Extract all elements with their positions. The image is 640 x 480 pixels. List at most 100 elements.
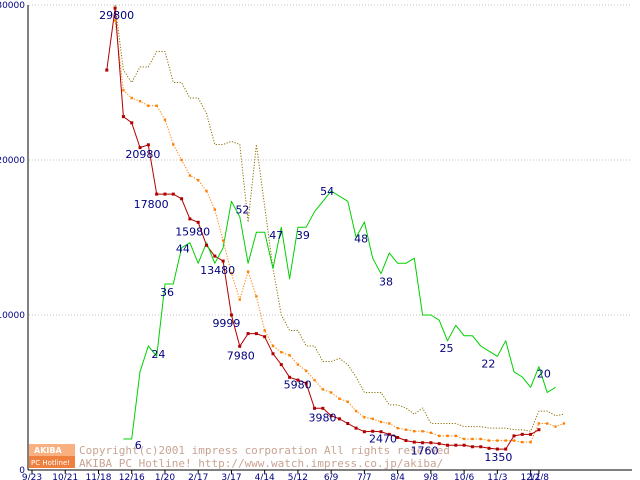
point-average-54 xyxy=(562,422,566,425)
x-tick-label-7-7: 7/7 xyxy=(357,473,371,480)
point-average-32 xyxy=(379,420,383,424)
point-average-27 xyxy=(338,397,341,400)
axes xyxy=(27,5,632,471)
point-average-45 xyxy=(487,439,491,442)
point-average-21 xyxy=(288,354,291,357)
point-lowest-24 xyxy=(304,381,308,385)
data-label-lowest-1350: 1350 xyxy=(484,451,512,464)
data-label-lowest-29800: 29800 xyxy=(99,9,134,22)
data-label-lowest-5980: 5980 xyxy=(284,378,312,391)
point-lowest-25 xyxy=(313,406,317,410)
point-average-17 xyxy=(255,295,258,298)
point-average-33 xyxy=(388,422,391,425)
point-lowest-17 xyxy=(246,332,250,336)
akiba-logo: AKIBA PC Hotline! xyxy=(29,444,75,468)
x-tick-label-5-12: 5/12 xyxy=(288,473,308,480)
x-tick-label-3-17: 3/17 xyxy=(221,473,241,480)
series-line-lowest xyxy=(106,7,540,450)
x-tick-label-9-23: 9/23 xyxy=(22,473,42,480)
data-label-count-24: 24 xyxy=(151,348,165,361)
data-label-lowest-20980: 20980 xyxy=(125,148,160,161)
point-lowest-37 xyxy=(412,440,416,444)
x-tick-label-9-8: 9/8 xyxy=(424,473,439,480)
point-average-13 xyxy=(221,239,225,242)
point-average-30 xyxy=(363,416,366,419)
point-average-36 xyxy=(413,430,416,433)
point-average-28 xyxy=(346,400,349,403)
data-label-lowest-15980: 15980 xyxy=(175,225,210,238)
x-tick-label-1-20: 1/20 xyxy=(155,473,175,480)
point-lowest-9 xyxy=(180,197,184,201)
point-lowest-10 xyxy=(188,217,192,221)
point-average-3 xyxy=(138,99,142,103)
point-average-0 xyxy=(113,19,117,22)
point-average-37 xyxy=(421,430,424,433)
point-lowest-7 xyxy=(163,192,167,196)
point-lowest-38 xyxy=(421,441,425,445)
data-label-count-38: 38 xyxy=(379,276,393,289)
data-label-count-22: 22 xyxy=(481,357,495,370)
point-lowest-40 xyxy=(437,442,441,446)
y-tick-label-0: 0 xyxy=(19,466,25,476)
point-average-40 xyxy=(446,434,449,438)
point-average-8 xyxy=(180,158,183,162)
point-lowest-5 xyxy=(146,143,150,147)
point-lowest-11 xyxy=(196,220,200,224)
watermark-copyright: Copyright(c)2001 impress corporation All… xyxy=(79,444,450,457)
point-lowest-6 xyxy=(155,192,159,196)
point-average-1 xyxy=(122,89,125,92)
point-average-2 xyxy=(130,96,133,100)
point-average-18 xyxy=(263,329,266,332)
point-lowest-28 xyxy=(337,417,341,421)
point-lowest-45 xyxy=(479,445,483,449)
series-markers xyxy=(105,6,566,451)
point-average-35 xyxy=(404,428,408,431)
x-tick-label-10-21: 10/21 xyxy=(52,473,78,480)
data-label-lowest-1760: 1760 xyxy=(411,445,439,458)
point-lowest-22 xyxy=(288,375,292,379)
data-label-count-6: 6 xyxy=(135,439,142,452)
point-average-31 xyxy=(371,417,374,421)
point-average-11 xyxy=(205,189,208,193)
data-label-count-20: 20 xyxy=(537,368,551,381)
point-lowest-2 xyxy=(121,115,125,119)
point-average-47 xyxy=(504,439,507,442)
point-average-38 xyxy=(429,431,433,434)
point-lowest-27 xyxy=(329,414,333,418)
data-labels: 29800 20980 17800 15980 13480 9999 7980 5980 398… xyxy=(99,9,551,464)
grid-lines xyxy=(29,4,632,316)
point-lowest-14 xyxy=(221,259,225,263)
point-lowest-34 xyxy=(387,432,391,436)
x-tick-label-2-17: 2/17 xyxy=(188,473,208,480)
point-average-5 xyxy=(155,104,158,107)
data-label-lowest-3980: 3980 xyxy=(309,411,337,424)
point-lowest-20 xyxy=(271,352,275,356)
point-lowest-33 xyxy=(379,430,383,434)
point-lowest-29 xyxy=(346,422,350,425)
x-tick-labels: 9/23 10/21 11/18 12/16 1/20 2/17 3/17 4/14 5/12 6… xyxy=(22,470,549,480)
point-lowest-16 xyxy=(238,344,242,348)
data-label-lowest-7980: 7980 xyxy=(227,349,255,362)
point-lowest-35 xyxy=(396,435,400,439)
point-lowest-12 xyxy=(205,243,209,247)
y-tick-label-30000: 30000 xyxy=(0,1,25,11)
point-lowest-23 xyxy=(296,378,300,382)
point-average-15 xyxy=(238,298,241,301)
point-average-7 xyxy=(172,143,175,146)
point-lowest-21 xyxy=(279,363,283,367)
point-lowest-13 xyxy=(213,254,217,258)
point-average-4 xyxy=(147,104,150,107)
point-average-20 xyxy=(280,351,283,354)
data-label-count-44: 44 xyxy=(176,243,190,256)
point-average-49 xyxy=(521,440,524,444)
point-lowest-43 xyxy=(462,443,466,447)
series-line-count xyxy=(123,190,556,440)
point-average-29 xyxy=(354,409,358,413)
x-tick-label-6-9: 6/9 xyxy=(324,473,339,480)
point-lowest-41 xyxy=(446,443,449,447)
point-lowest-31 xyxy=(362,430,366,434)
point-average-10 xyxy=(197,178,200,182)
point-lowest-18 xyxy=(254,332,258,336)
point-average-46 xyxy=(496,439,499,442)
